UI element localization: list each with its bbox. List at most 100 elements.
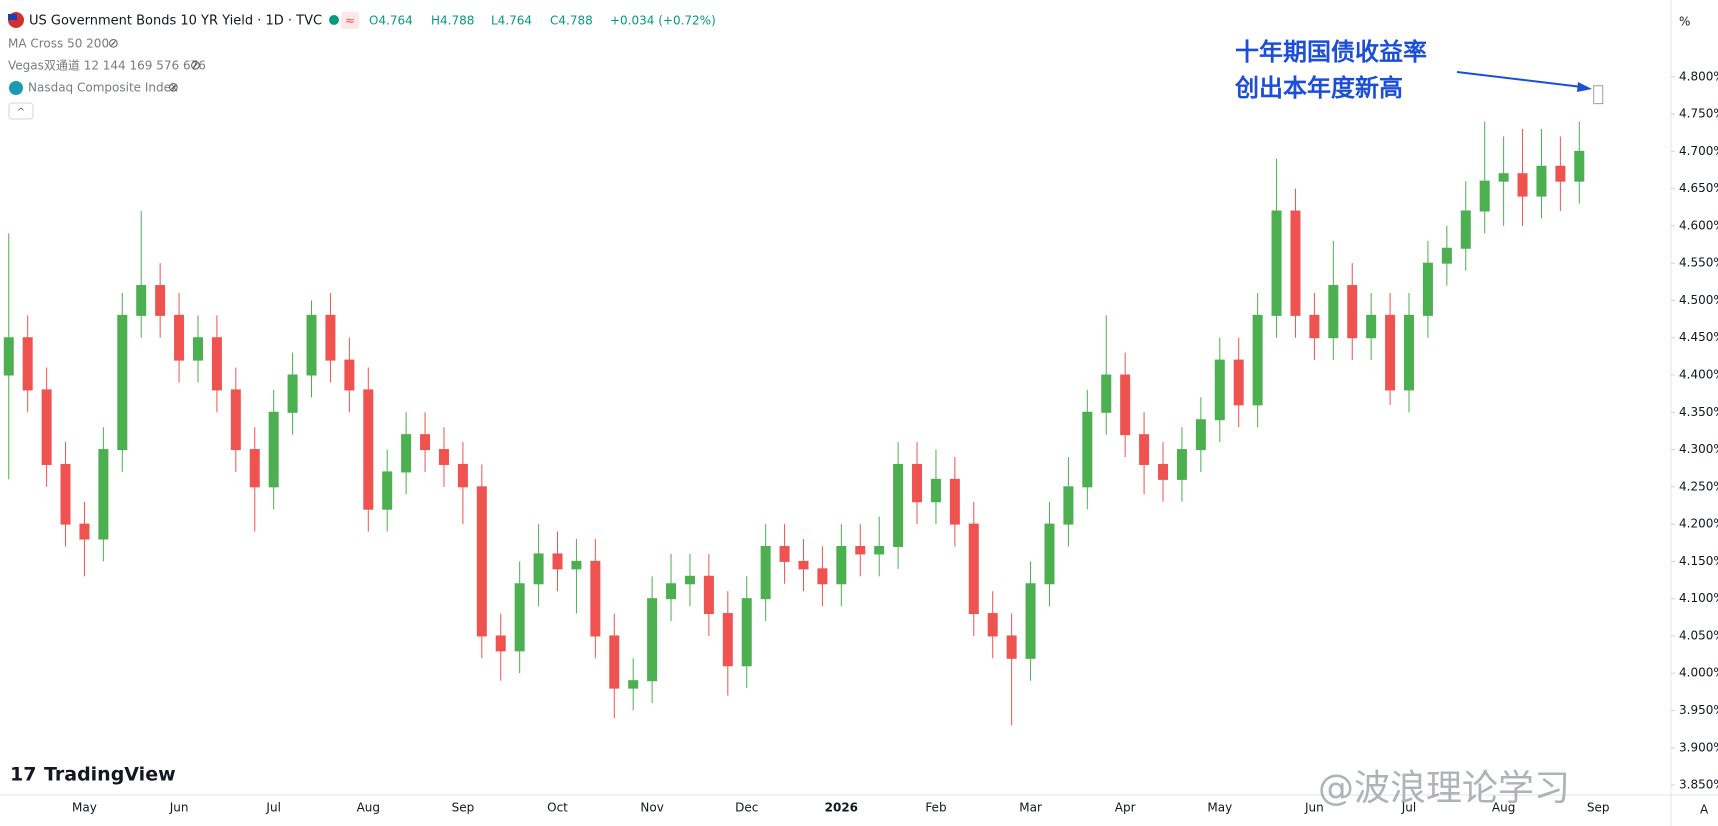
x-tick-label: Mar — [1019, 801, 1042, 815]
y-tick-label: 4.300% — [1679, 442, 1718, 456]
y-tick-label: 4.450% — [1679, 330, 1718, 344]
symbol-title[interactable]: US Government Bonds 10 YR Yield · 1D · T… — [29, 14, 322, 29]
indicator-label[interactable]: Nasdaq Composite Index — [28, 81, 178, 95]
y-tick-label: 4.600% — [1679, 218, 1718, 232]
market-status — [329, 15, 339, 25]
nasdaq-icon — [9, 81, 23, 95]
x-tick-label: Apr — [1115, 801, 1136, 815]
candle-body — [987, 613, 998, 637]
candle-body — [495, 635, 506, 652]
candle-body — [855, 545, 866, 555]
indicator-label[interactable]: Vegas双通道 12 144 169 576 676 — [8, 59, 206, 73]
candle-body — [1385, 314, 1396, 391]
y-tick-label: 4.400% — [1679, 368, 1718, 382]
candle-body — [1271, 210, 1282, 316]
ohlc-open: O4.764 — [369, 14, 413, 28]
candle-body — [874, 545, 885, 555]
candle-body — [779, 545, 790, 562]
candle-body — [722, 613, 733, 667]
ohlc-close: C4.788 — [550, 14, 593, 28]
hide-icon[interactable]: ⊘ — [190, 59, 201, 74]
candle-body — [1347, 285, 1358, 339]
candle-body — [136, 285, 147, 316]
candle-body — [1176, 449, 1187, 480]
x-tick-label: May — [1207, 801, 1232, 815]
candle-body — [647, 598, 658, 682]
candle-body — [155, 285, 166, 316]
x-tick-label: Jul — [265, 801, 280, 815]
indicator-label[interactable]: MA Cross 50 200 — [8, 37, 109, 51]
ohlc-high: H4.788 — [431, 14, 474, 28]
annotation: 创出本年度新高 — [1234, 74, 1403, 102]
candle-body — [533, 553, 544, 585]
candle-body — [117, 314, 128, 451]
collapse-button[interactable] — [8, 102, 34, 120]
candle-body — [401, 434, 412, 473]
candle-body — [41, 389, 52, 465]
candle-body — [420, 434, 431, 451]
annotation-arrowhead — [1577, 82, 1592, 92]
candle-body — [249, 449, 260, 488]
x-tick-label: Jun — [169, 801, 189, 815]
candle-body — [628, 680, 639, 689]
candle-body — [1593, 85, 1604, 105]
candle-body — [968, 523, 979, 615]
candle-body — [1063, 486, 1074, 525]
y-tick-label: 3.950% — [1679, 703, 1718, 717]
candle-body — [571, 560, 582, 570]
candle-body — [552, 553, 563, 570]
candle-body — [684, 575, 695, 585]
candle-body — [760, 545, 771, 600]
candle-body — [1517, 173, 1528, 197]
y-tick-label: 4.700% — [1679, 144, 1718, 158]
candle-body — [1574, 150, 1585, 182]
candle-body — [893, 463, 904, 547]
y-tick-label: 4.200% — [1679, 517, 1718, 531]
price-unit: % — [1679, 15, 1690, 29]
candle-body — [476, 486, 487, 637]
candle-body — [306, 314, 317, 376]
candle-body — [174, 314, 185, 361]
watermark: @波浪理论学习 — [1318, 768, 1570, 809]
candle-body — [1139, 434, 1150, 465]
candle-body — [1366, 314, 1377, 339]
candle-body — [930, 478, 941, 503]
candle-body — [1252, 314, 1263, 406]
compare-icon[interactable] — [341, 12, 359, 29]
candle-body — [912, 463, 923, 503]
candle-body — [1290, 210, 1301, 316]
candle-body — [268, 411, 279, 488]
candle-body — [325, 314, 336, 361]
x-tick-label: May — [72, 801, 97, 815]
candle-body — [382, 471, 393, 510]
y-tick-label: 4.000% — [1679, 666, 1718, 680]
candle-body — [192, 337, 203, 361]
candle-body — [590, 560, 601, 637]
candle-body — [1309, 314, 1320, 339]
candle-body — [1214, 359, 1225, 421]
candle-body — [211, 337, 222, 391]
y-tick-label: 4.150% — [1679, 554, 1718, 568]
candle-body — [3, 337, 14, 376]
candle-body — [666, 583, 677, 600]
candle-body — [741, 598, 752, 667]
hide-icon[interactable]: ⊘ — [168, 81, 179, 96]
y-tick-label: 4.100% — [1679, 591, 1718, 605]
hide-icon[interactable]: ⊘ — [108, 37, 119, 52]
y-tick-label: 4.250% — [1679, 479, 1718, 493]
scale-mode[interactable]: A — [1700, 803, 1709, 817]
candle-body — [1101, 374, 1112, 413]
x-tick-label: Aug — [1492, 801, 1515, 815]
x-tick-label: Jun — [1304, 801, 1324, 815]
candle-body — [949, 478, 960, 525]
candle-body — [1195, 419, 1206, 451]
candle-body — [79, 523, 90, 540]
flag-icon-canton — [8, 14, 17, 20]
ohlc-low: L4.764 — [491, 14, 532, 28]
candle-body — [703, 575, 714, 615]
candle-body — [344, 359, 355, 391]
candle-body — [363, 389, 374, 510]
candle-body — [1422, 262, 1433, 316]
